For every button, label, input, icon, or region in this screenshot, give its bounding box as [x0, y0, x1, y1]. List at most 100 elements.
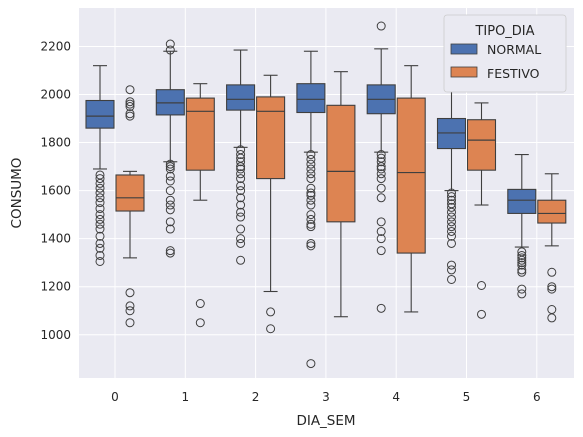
- outlier-point: [95, 250, 105, 260]
- outlier-point: [306, 359, 316, 369]
- outlier-point: [236, 193, 246, 203]
- outlier-point: [306, 169, 316, 179]
- outlier-point: [306, 154, 316, 164]
- outlier-point: [95, 243, 105, 253]
- outlier-point: [95, 219, 105, 229]
- box-group: [326, 71, 356, 318]
- outlier-point: [165, 205, 175, 215]
- outlier-point: [376, 193, 386, 203]
- outlier-point: [165, 39, 175, 49]
- outlier-point: [236, 207, 246, 217]
- outlier-point: [125, 288, 135, 298]
- outlier-point: [376, 226, 386, 236]
- outlier-point: [236, 174, 246, 184]
- outlier-point: [447, 202, 456, 212]
- box-group: [537, 173, 567, 323]
- x-tick-label: 6: [533, 390, 541, 404]
- outlier-point: [165, 45, 175, 55]
- outlier-point: [517, 255, 527, 265]
- outlier-point: [95, 231, 105, 241]
- outlier-point: [125, 318, 135, 328]
- outlier-point: [95, 204, 105, 214]
- outlier-point: [165, 159, 175, 169]
- outlier-point: [125, 306, 135, 316]
- outlier-point: [95, 193, 105, 203]
- outlier-point: [547, 267, 557, 277]
- outlier-point: [236, 200, 246, 210]
- outlier-point: [165, 217, 175, 227]
- outlier-point: [95, 174, 105, 184]
- outlier-point: [125, 85, 135, 95]
- outlier-point: [447, 231, 456, 241]
- outlier-point: [95, 188, 105, 198]
- outlier-point: [306, 174, 316, 184]
- box-series: [85, 21, 567, 369]
- box-group: [226, 49, 256, 265]
- outlier-point: [306, 200, 316, 210]
- outlier-point: [376, 217, 386, 227]
- y-tick-label: 2000: [40, 87, 71, 101]
- outlier-point: [306, 164, 316, 174]
- box-iqr: [85, 99, 115, 129]
- box-group: [185, 83, 215, 328]
- outlier-point: [236, 157, 246, 167]
- outlier-point: [165, 164, 175, 174]
- box-iqr: [436, 117, 467, 150]
- outlier-point: [125, 301, 135, 311]
- outlier-point: [376, 234, 386, 244]
- box-iqr: [507, 188, 537, 214]
- box-iqr: [537, 199, 567, 224]
- y-tick-label: 1400: [40, 232, 71, 246]
- outlier-point: [306, 150, 316, 160]
- outlier-point: [517, 258, 527, 268]
- outlier-point: [125, 109, 135, 119]
- outlier-point: [95, 214, 105, 224]
- box-iqr: [115, 174, 145, 212]
- outlier-point: [517, 250, 527, 260]
- y-tick-label: 1000: [40, 328, 71, 342]
- outlier-point: [547, 282, 557, 292]
- x-tick-label: 4: [392, 390, 400, 404]
- y-tick-label: 1800: [40, 136, 71, 150]
- outlier-point: [447, 195, 456, 205]
- outlier-point: [376, 246, 386, 256]
- x-tick-label: 3: [322, 390, 330, 404]
- outlier-point: [236, 164, 246, 174]
- outlier-point: [517, 289, 527, 299]
- outlier-point: [376, 21, 386, 31]
- outlier-point: [517, 265, 527, 275]
- box-iqr: [185, 97, 215, 171]
- outlier-point: [447, 265, 456, 275]
- outlier-point: [236, 234, 246, 244]
- outlier-point: [306, 222, 316, 232]
- y-tick-label: 1600: [40, 184, 71, 198]
- y-tick-label: 2200: [40, 39, 71, 53]
- outlier-point: [447, 192, 456, 202]
- outlier-point: [447, 212, 456, 222]
- outlier-point: [95, 178, 105, 188]
- box-group: [85, 65, 115, 266]
- box-iqr: [226, 84, 256, 111]
- x-tick-labels: 0 1 2 3 4 5 6: [111, 390, 540, 404]
- y-tick-labels: 1000 1200 1400 1600 1800 2000 2200: [40, 39, 71, 341]
- outlier-point: [517, 260, 527, 270]
- legend-label-festivo: FESTIVO: [487, 66, 540, 81]
- outlier-point: [236, 212, 246, 222]
- legend-title: TIPO_DIA: [474, 24, 534, 39]
- outlier-point: [447, 222, 456, 232]
- box-group: [256, 74, 286, 334]
- outlier-point: [95, 238, 105, 248]
- legend: TIPO_DIA NORMAL FESTIVO: [443, 14, 567, 93]
- legend-swatch-festivo: [450, 66, 478, 78]
- y-tick-label: 1200: [40, 280, 71, 294]
- outlier-point: [165, 162, 175, 172]
- box-iqr: [466, 119, 497, 171]
- box-group: [115, 85, 145, 328]
- outlier-point: [477, 309, 486, 319]
- outlier-point: [306, 195, 316, 205]
- gridlines: [79, 8, 574, 378]
- box-group: [436, 75, 467, 284]
- box-iqr: [256, 96, 286, 180]
- outlier-point: [165, 224, 175, 234]
- outlier-point: [306, 210, 316, 220]
